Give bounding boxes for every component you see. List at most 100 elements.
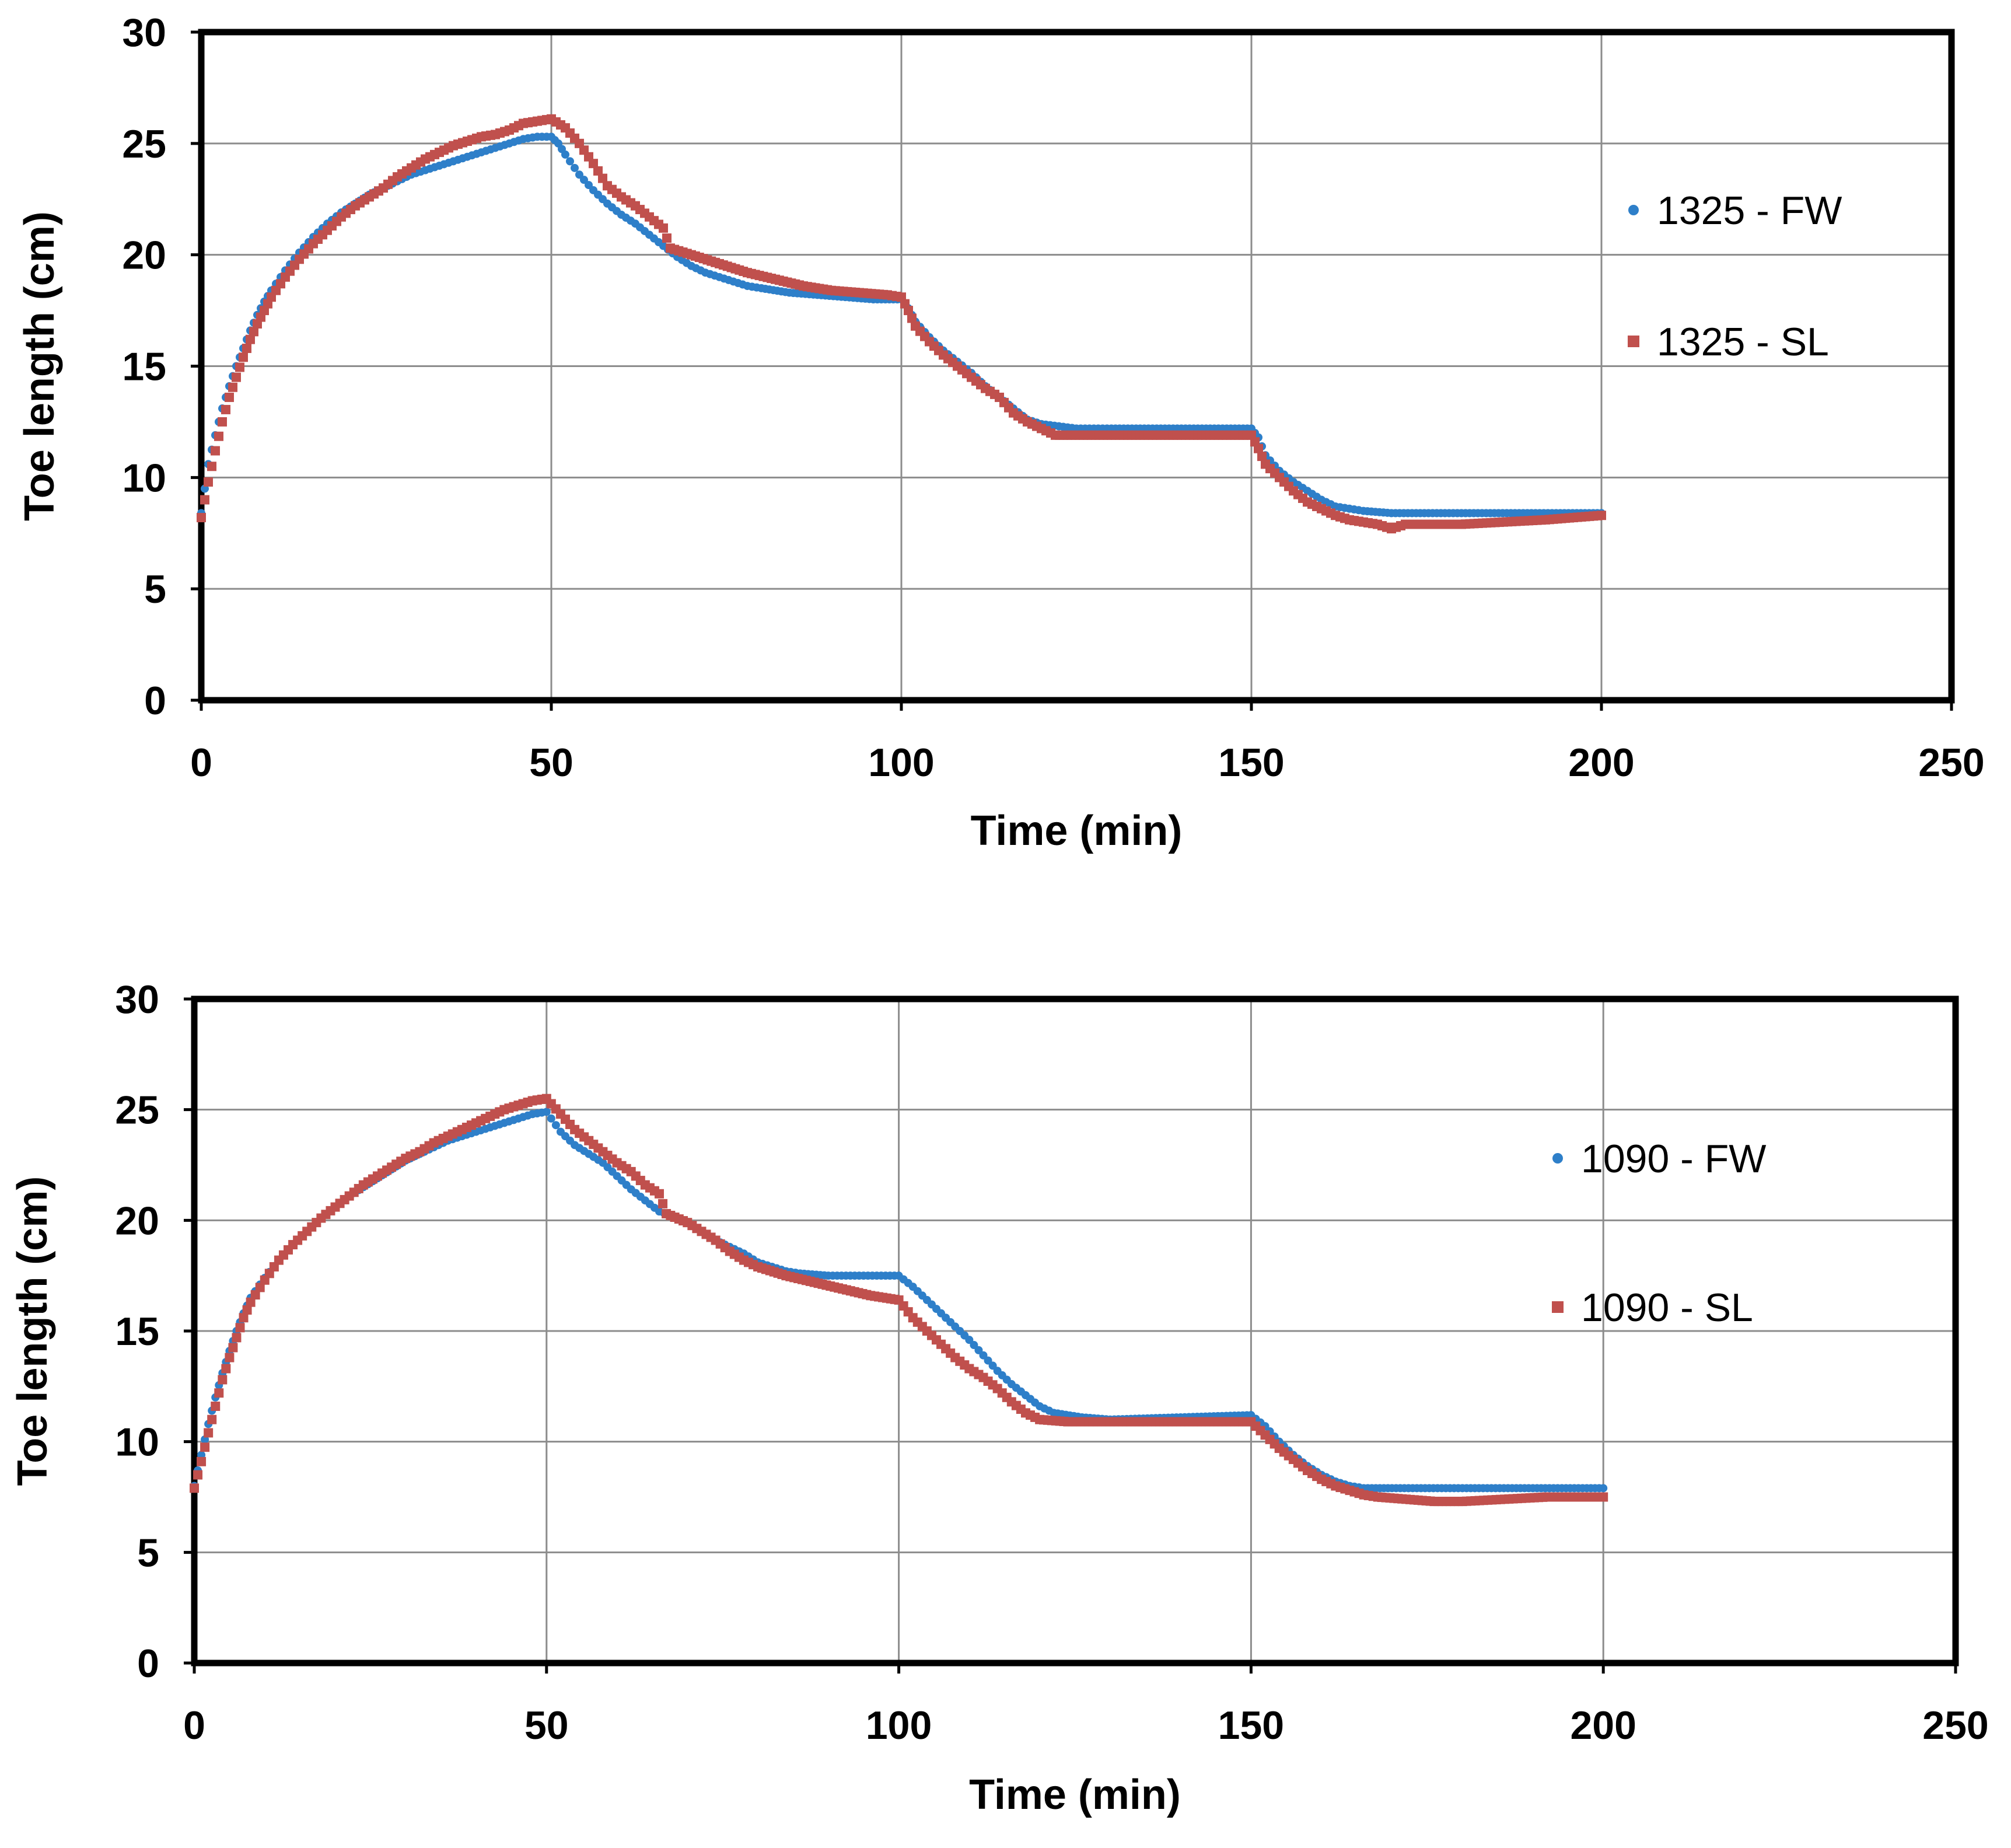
data-point (232, 1333, 242, 1343)
data-point (225, 1353, 235, 1363)
data-point (235, 1323, 245, 1333)
data-point (211, 446, 220, 456)
chart-2: 0 50 100 150 200 250 0 5 10 15 20 25 30 Time (min) Toe… (9, 977, 1989, 1818)
data-point (551, 1121, 560, 1130)
y-tick-label: 20 (122, 233, 166, 278)
x-tick-label: 0 (190, 740, 212, 785)
data-point (250, 1290, 260, 1300)
x-tick-label: 150 (1218, 1703, 1284, 1748)
data-point (242, 1305, 252, 1315)
data-point (225, 392, 234, 402)
data-point (193, 1470, 203, 1480)
data-point (197, 1456, 207, 1466)
data-point (221, 404, 230, 414)
data-point (204, 1428, 214, 1438)
data-point (542, 1108, 551, 1116)
y-tick-label: 15 (122, 345, 166, 389)
x-tick-label: 50 (529, 740, 573, 785)
data-point (571, 163, 579, 172)
y-tick-label: 0 (137, 1641, 159, 1686)
data-point (593, 166, 603, 176)
data-point (561, 150, 569, 159)
chart-1: 0 50 100 150 200 250 0 5 10 15 20 25 30 Time (min) Toe… (16, 11, 1985, 854)
x-tick-label: 150 (1218, 740, 1284, 785)
data-point (655, 1189, 664, 1199)
data-point (239, 352, 248, 362)
x-axis-label: Time (min) (969, 1772, 1181, 1818)
data-point (200, 1442, 210, 1452)
data-point (235, 362, 244, 372)
data-point (984, 1356, 992, 1365)
x-tick-label: 250 (1922, 1703, 1988, 1748)
data-point (214, 431, 223, 441)
legend-marker (1552, 1153, 1563, 1164)
data-point (246, 334, 255, 344)
x-tick-label: 50 (524, 1703, 569, 1748)
data-point (658, 1199, 668, 1208)
data-point (575, 170, 583, 179)
x-tick-label: 200 (1568, 740, 1634, 785)
y-tick-label: 0 (144, 679, 166, 723)
series-1090-sl (190, 1094, 1608, 1507)
legend-marker (1628, 205, 1639, 215)
legend-marker (1628, 336, 1639, 347)
y-tick-label: 25 (122, 122, 166, 166)
data-point (190, 1483, 199, 1493)
data-point (207, 1414, 217, 1424)
y-tick-label: 15 (115, 1309, 159, 1354)
data-point (228, 382, 237, 392)
x-tick-label: 250 (1918, 740, 1984, 785)
legend-label: 1325 - SL (1657, 320, 1829, 364)
data-point (662, 233, 672, 243)
legend-label: 1090 - FW (1581, 1137, 1766, 1181)
data-point (589, 159, 598, 169)
data-point (580, 176, 588, 184)
data-point (547, 1114, 555, 1123)
x-tick-label: 100 (868, 740, 934, 785)
data-point (965, 1336, 974, 1344)
data-point (207, 462, 216, 471)
data-point (211, 1401, 221, 1411)
x-tick-label: 0 (183, 1703, 205, 1748)
legend-label: 1090 - SL (1581, 1285, 1753, 1330)
x-tick-label: 200 (1570, 1703, 1636, 1748)
series-1325-sl (197, 114, 1606, 534)
data-point (1599, 1484, 1608, 1493)
data-point (1254, 443, 1263, 453)
y-tick-label: 30 (115, 977, 159, 1022)
y-tick-label: 5 (144, 567, 166, 612)
x-axis-label: Time (min) (971, 808, 1183, 854)
data-point (1597, 511, 1606, 520)
data-point (566, 157, 574, 166)
y-tick-label: 10 (115, 1420, 159, 1465)
data-point (221, 1364, 231, 1374)
data-point (204, 477, 213, 487)
data-point (255, 1283, 265, 1292)
data-point (970, 1341, 978, 1350)
data-point (197, 513, 206, 523)
data-point (228, 1343, 238, 1353)
data-point (239, 1313, 249, 1323)
y-tick-label: 10 (122, 456, 166, 500)
data-point (246, 1297, 256, 1307)
data-point (979, 1351, 988, 1360)
legend-label: 1325 - FW (1657, 188, 1842, 233)
data-point (974, 1346, 983, 1354)
data-point (242, 343, 251, 353)
data-point (585, 181, 593, 190)
y-axis-label: Toe length (cm) (9, 1176, 56, 1486)
data-point (249, 327, 258, 337)
data-point (598, 173, 607, 183)
data-point (907, 313, 917, 323)
data-point (988, 1361, 997, 1370)
legend-marker (1552, 1301, 1564, 1313)
y-tick-label: 5 (137, 1531, 159, 1575)
y-tick-label: 25 (115, 1088, 159, 1133)
data-point (904, 306, 913, 316)
data-point (200, 495, 209, 505)
data-point (659, 223, 668, 233)
data-point (1257, 452, 1267, 462)
data-point (232, 372, 241, 382)
data-point (1599, 1492, 1608, 1502)
